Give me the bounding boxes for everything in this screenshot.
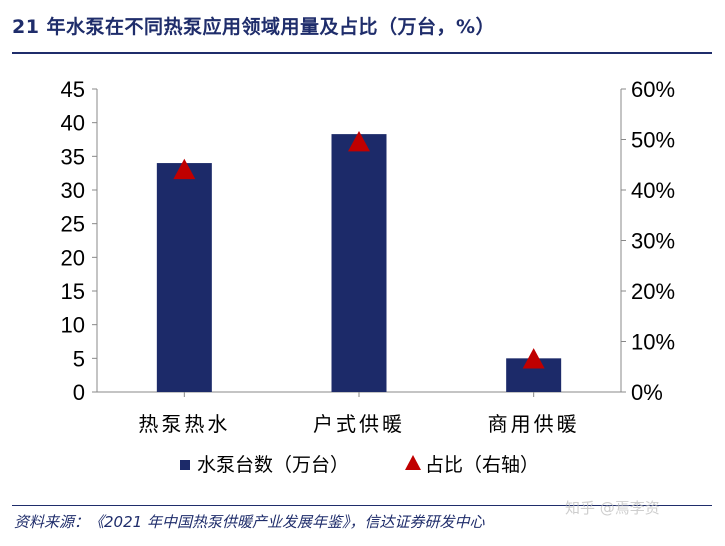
legend: 水泵台数（万台） 占比（右轴）	[180, 454, 539, 476]
legend-marker-swatch	[405, 455, 421, 470]
source-rule	[12, 505, 712, 506]
left-tick-label: 10	[61, 313, 85, 338]
share-marker	[173, 158, 196, 180]
chart-title: 21 年水泵在不同热泵应用领域用量及占比（万台，%）	[12, 16, 496, 38]
bars	[156, 134, 562, 392]
legend-bar-swatch	[180, 460, 190, 470]
left-tick-label: 5	[73, 346, 85, 371]
x-tick-label: 户式供暖	[313, 412, 405, 436]
right-tick-label: 20%	[631, 279, 675, 304]
legend-marker-label: 占比（右轴）	[425, 454, 539, 476]
title-rule	[12, 52, 712, 54]
watermark: 知乎 @焉李资	[565, 499, 660, 517]
bar	[331, 134, 387, 392]
share-marker	[348, 131, 370, 152]
left-tick-label: 40	[61, 111, 85, 136]
right-tick-label: 50%	[631, 128, 675, 153]
left-tick-label: 30	[61, 178, 85, 203]
right-tick-label: 10%	[631, 330, 675, 355]
share-marker	[522, 348, 545, 369]
right-tick-label: 60%	[631, 77, 675, 102]
x-axis-labels: 热泵热水 户式供暖 商用供暖	[138, 392, 580, 436]
right-tick-label: 40%	[631, 178, 675, 203]
right-tick-label: 30%	[631, 229, 675, 254]
x-tick-label: 热泵热水	[138, 412, 230, 436]
left-tick-label: 25	[61, 212, 85, 237]
right-axis-ticks: 0% 10% 20% 30% 40% 50% 60%	[621, 77, 675, 405]
left-tick-label: 20	[61, 245, 85, 270]
x-tick-label: 商用供暖	[488, 412, 580, 436]
legend-bar-label: 水泵台数（万台）	[197, 454, 349, 476]
markers	[173, 131, 545, 369]
left-tick-label: 15	[61, 279, 85, 304]
right-tick-label: 0%	[631, 380, 663, 405]
left-tick-label: 0	[73, 380, 85, 405]
left-tick-label: 35	[61, 144, 85, 169]
bar	[156, 163, 212, 392]
source-note: 资料来源：《2021 年中国热泵供暖产业发展年鉴》，信达证券研发中心	[14, 513, 485, 531]
left-tick-label: 45	[61, 77, 85, 102]
left-axis-ticks: 0 5 10 15 20 25 30 35 40 45	[61, 77, 97, 405]
